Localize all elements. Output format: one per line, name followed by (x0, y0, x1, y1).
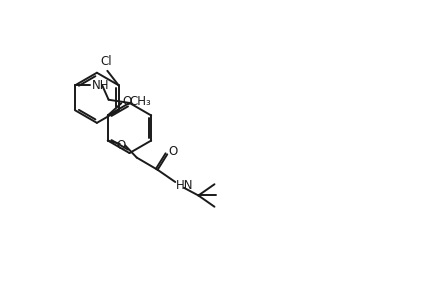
Text: HN: HN (176, 179, 194, 192)
Text: O: O (169, 145, 178, 158)
Text: O: O (123, 95, 132, 108)
Text: O: O (117, 139, 126, 152)
Text: Cl: Cl (100, 55, 112, 68)
Text: CH₃: CH₃ (130, 95, 152, 108)
Text: NH: NH (92, 79, 110, 92)
